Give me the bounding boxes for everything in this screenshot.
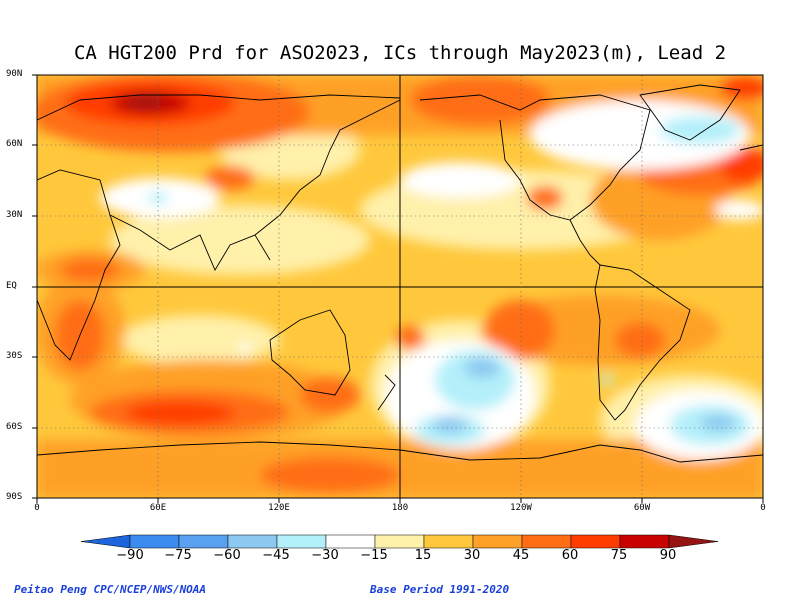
colorbar-segment	[325, 534, 376, 549]
colorbar-segment	[570, 534, 621, 549]
lat-label-60n: 60N	[6, 139, 23, 149]
colorbar-label: −60	[213, 548, 241, 563]
lat-label-30s: 30S	[6, 351, 23, 361]
coast-antarctica	[37, 441, 763, 463]
colorbar-label: −75	[164, 548, 192, 563]
coast-greenland	[639, 84, 741, 141]
colorbar	[80, 534, 719, 549]
coast-south-america	[594, 264, 691, 421]
coast-africa	[37, 169, 121, 361]
colorbar-label: 75	[610, 548, 628, 563]
colorbar-label: 15	[414, 548, 432, 563]
colorbar-label: −15	[360, 548, 388, 563]
colorbar-segment	[619, 534, 670, 549]
lat-label-30n: 30N	[6, 210, 23, 220]
colorbar-arrow-high	[668, 534, 719, 549]
colorbar-segment	[423, 534, 474, 549]
coast-new-zealand	[377, 374, 396, 411]
colorbar-label: −30	[311, 548, 339, 563]
lat-label-90s: 90S	[6, 492, 23, 502]
lon-label-0-east: 0	[760, 503, 766, 513]
map-title: CA HGT200 Prd for ASO2023, ICs through M…	[73, 42, 727, 64]
lat-label-60s: 60S	[6, 422, 23, 432]
colorbar-label: 60	[561, 548, 579, 563]
lon-label-120w: 120W	[510, 503, 532, 513]
lat-label-90n: 90N	[6, 69, 23, 79]
coast-australia	[269, 309, 351, 396]
colorbar-label: −90	[116, 548, 144, 563]
colorbar-arrow-low	[80, 534, 131, 549]
colorbar-segment	[227, 534, 278, 549]
coast-central-america	[569, 219, 601, 266]
colorbar-label: 45	[512, 548, 530, 563]
coast-eurasia-north	[37, 94, 401, 121]
colorbar-segment	[521, 534, 572, 549]
footer-credit: Peitao Peng CPC/NCEP/NWS/NOAA	[14, 583, 207, 596]
coast-europe	[739, 144, 763, 151]
colorbar-label: 90	[659, 548, 677, 563]
lon-label-60e: 60E	[149, 503, 167, 513]
lat-label-eq: EQ	[6, 281, 17, 291]
colorbar-segment	[374, 534, 425, 549]
colorbar-label: −45	[262, 548, 290, 563]
lon-label-180: 180	[391, 503, 409, 513]
colorbar-label: 30	[463, 548, 481, 563]
lon-label-120e: 120E	[268, 503, 290, 513]
colorbar-segment	[129, 534, 180, 549]
lon-label-60w: 60W	[633, 503, 651, 513]
lon-label-0-west: 0	[34, 503, 40, 513]
colorbar-segment	[276, 534, 327, 549]
footer-base-period: Base Period 1991-2020	[370, 583, 510, 596]
colorbar-segment	[472, 534, 523, 549]
coast-east-asia	[254, 99, 401, 236]
colorbar-segment	[178, 534, 229, 549]
coast-arabia-india	[109, 214, 271, 271]
coast-north-america	[419, 94, 651, 221]
